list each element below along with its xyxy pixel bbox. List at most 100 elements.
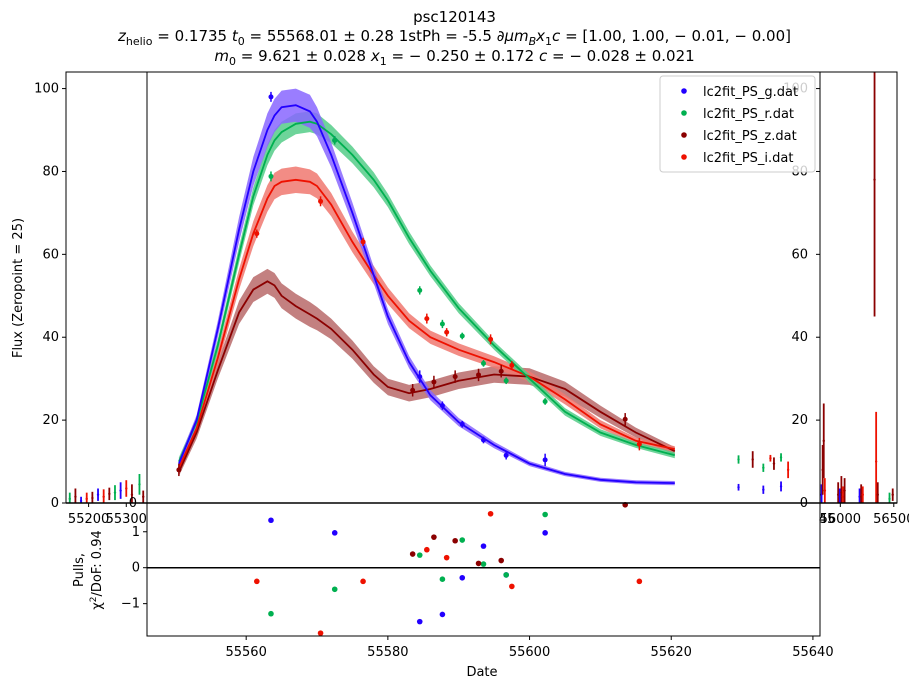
z-helio-sub: helio: [125, 35, 153, 48]
left-inset-zero-label: 0: [129, 496, 137, 511]
first-phase-text: 1stPh = -5.5: [398, 27, 492, 45]
chi-superscript: 2: [89, 597, 99, 603]
data-point-g: [542, 457, 548, 463]
pull-point-i: [254, 578, 260, 585]
data-point-r: [542, 398, 548, 404]
pull-point-z: [409, 551, 416, 557]
data-point-r: [459, 333, 465, 339]
m0-sub: 0: [228, 55, 236, 68]
data-point-i: [509, 362, 515, 368]
data-point-i: [360, 239, 366, 245]
right-inset-point-i: [861, 493, 864, 496]
model-curve-z: [178, 280, 676, 473]
late-point-r: [762, 466, 765, 469]
left-inset-x-tick-label: 55300: [106, 512, 147, 527]
pull-point-i: [360, 578, 366, 585]
pull-point-i: [509, 583, 515, 590]
x-tick-label: 55580: [367, 645, 408, 660]
right-inset-point-z: [843, 489, 846, 492]
x-tick-label: 55620: [651, 645, 692, 660]
legend: lc2fit_PS_g.dat lc2fit_PS_r.dat lc2fit_PS_…: [659, 75, 816, 173]
legend-label-i: lc2fit_PS_i.dat: [703, 151, 793, 166]
late-point-z: [751, 458, 754, 461]
data-point-r: [332, 137, 338, 143]
model-curve-r: [178, 120, 676, 462]
data-point-g: [439, 403, 445, 409]
chi-symbol: χ: [90, 602, 105, 610]
legend-label-z: lc2fit_PS_z.dat: [703, 129, 797, 144]
c-symbol: c: [538, 47, 548, 65]
pull-point-r: [439, 576, 446, 583]
data-point-g: [459, 421, 465, 427]
right-inset-point-g: [838, 495, 841, 498]
legend-marker-g: [681, 88, 687, 94]
chart-subtitle-fit-results: m0 = 9.621 ± 0.028 x1 = − 0.250 ± 0.172 …: [0, 47, 909, 71]
data-point-r: [503, 378, 509, 384]
data-point-z: [176, 467, 182, 473]
pulls-y-label-line2: χ2/DoF: 0.94: [89, 530, 105, 610]
data-point-r: [417, 287, 423, 293]
legend-box: [659, 75, 816, 173]
left-inset-point-r: [68, 497, 71, 501]
right-inset-point-z: [891, 493, 894, 496]
chart-title: psc120143: [413, 8, 496, 26]
m0-symbol: m: [214, 47, 229, 65]
pull-point-g: [416, 618, 423, 625]
y-tick-label: 40: [42, 330, 59, 345]
c-value: = − 0.028 ± 0.021: [552, 47, 695, 65]
pull-point-z: [475, 560, 482, 567]
right-inset-point-z: [840, 491, 843, 494]
pull-point-i: [424, 546, 430, 553]
z-helio-symbol: z: [118, 27, 126, 45]
x-tick-label: 55640: [792, 645, 833, 660]
data-point-z: [431, 379, 437, 385]
late-point-g: [779, 485, 783, 488]
legend-label-g: lc2fit_PS_g.dat: [703, 85, 798, 100]
left-inset-point-g: [96, 493, 100, 496]
left-inset-point-g: [119, 489, 122, 492]
right-inset-point-z: [836, 493, 840, 496]
t0-value: = 55568.01 ± 0.28: [249, 27, 394, 45]
derivative-x: x: [536, 27, 546, 45]
x-axis-label: Date: [466, 665, 497, 680]
left-inset-point-z: [142, 495, 145, 498]
left-inset-x-tick-label: 55200: [68, 512, 109, 527]
axes-frames: 0204060801000204060801000552005530056000…: [34, 71, 909, 660]
data-point-r: [481, 360, 486, 366]
left-inset-point-z: [108, 492, 111, 496]
y-tick-label: 60: [42, 247, 59, 262]
model-uncertainty-bands: [178, 88, 675, 486]
late-point-r: [737, 458, 740, 461]
pull-point-g: [439, 611, 446, 618]
data-point-g: [481, 437, 486, 443]
pull-point-r: [459, 537, 466, 543]
right-inset-frame: [819, 71, 898, 504]
chart-subtitle-fit-params: zhelio = 0.1735 t0 = 55568.01 ± 0.28 1st…: [0, 27, 909, 51]
left-inset-point-i: [102, 495, 105, 498]
pulls-y-tick-label: 0: [132, 561, 140, 576]
late-point-z: [772, 462, 776, 465]
left-inset-frame: [65, 71, 148, 504]
right-y-tick-label: 40: [791, 330, 808, 345]
legend-marker-r: [681, 110, 687, 116]
left-inset-point-i: [85, 497, 88, 501]
pull-point-z: [452, 537, 458, 544]
right-y-tick-label: 0: [800, 496, 808, 511]
pull-point-g: [542, 530, 548, 536]
data-point-z: [452, 374, 458, 380]
data-point-g: [417, 374, 423, 380]
right-inset-point-z: [859, 495, 863, 498]
pull-point-g: [268, 517, 274, 524]
legend-label-r: lc2fit_PS_r.dat: [703, 107, 794, 122]
right-inset-x-tick-label: 56000: [820, 512, 861, 527]
right-y-tick-label: 60: [791, 247, 808, 262]
pull-point-z: [498, 557, 505, 564]
main-data-points: [176, 91, 642, 477]
right-y-tick-label: 20: [791, 413, 808, 428]
pull-point-g: [331, 530, 338, 536]
left-inset-point-z: [91, 496, 94, 500]
y-tick-label: 80: [42, 164, 59, 179]
y-tick-label: 100: [34, 82, 59, 97]
model-band-z: [178, 268, 675, 477]
